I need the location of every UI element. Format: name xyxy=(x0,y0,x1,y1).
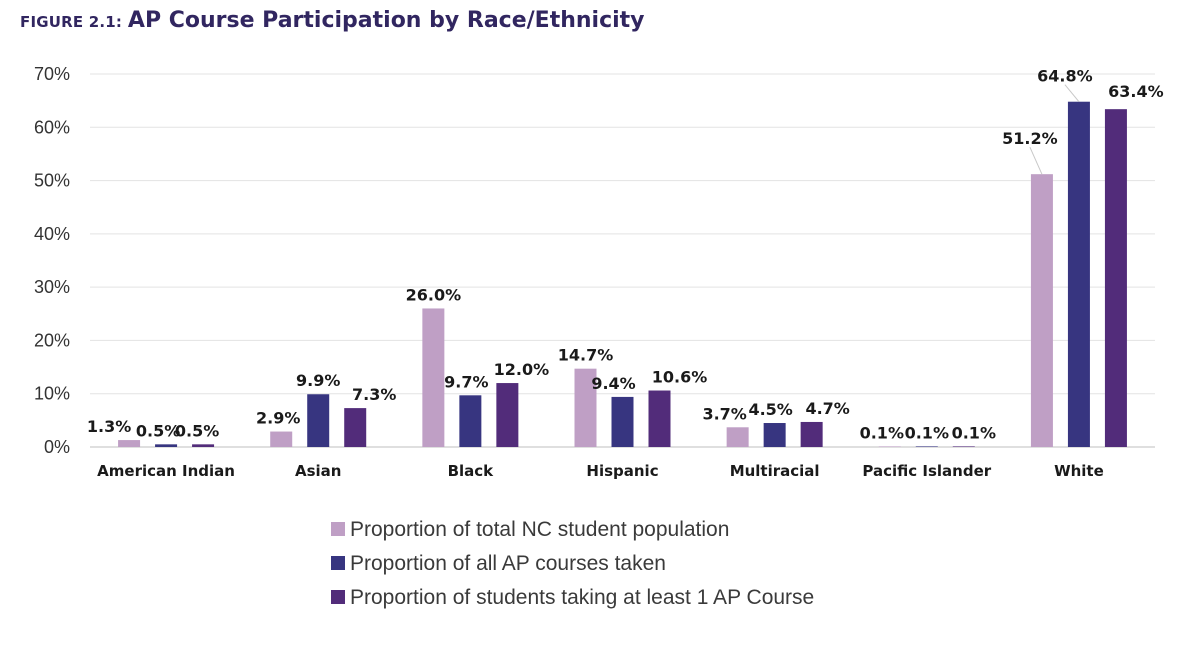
bar xyxy=(496,383,519,447)
label-leader-line xyxy=(1029,146,1043,175)
data-label: 0.1% xyxy=(905,423,949,442)
bar xyxy=(915,446,938,447)
bar xyxy=(800,421,823,447)
legend-swatch xyxy=(331,522,345,536)
category-label: Multiracial xyxy=(730,462,820,480)
category-label: American Indian xyxy=(97,462,235,480)
bar xyxy=(726,427,749,447)
y-tick-label: 20% xyxy=(34,330,70,350)
data-label: 4.5% xyxy=(748,400,792,419)
chart-title-text: AP Course Participation by Race/Ethnicit… xyxy=(127,8,645,33)
bar xyxy=(1104,109,1127,447)
legend-entry: Proportion of all AP courses taken xyxy=(350,552,666,575)
bar xyxy=(344,408,367,447)
data-labels: 1.3% 0.5%0.5% 2.9% 9.9% 7.3% 26.0% 9.7% 12.0% 14… xyxy=(87,67,1164,443)
bar xyxy=(952,446,975,447)
category-label: Hispanic xyxy=(586,462,658,480)
data-label: 14.7% xyxy=(558,346,614,365)
data-label: 7.3% xyxy=(352,385,396,404)
category-label: Asian xyxy=(295,462,341,480)
y-tick-label: 60% xyxy=(34,117,70,137)
bar xyxy=(118,440,141,447)
bars xyxy=(118,101,1127,448)
data-label: 0.1% xyxy=(860,423,904,442)
bar xyxy=(878,446,901,447)
y-tick-label: 40% xyxy=(34,224,70,244)
data-label: 64.8% xyxy=(1037,67,1093,86)
bar xyxy=(270,431,293,447)
y-tick-label: 70% xyxy=(34,64,70,84)
bar xyxy=(422,308,445,447)
bar xyxy=(155,444,178,447)
bar xyxy=(574,368,597,447)
data-label: 63.4% xyxy=(1108,82,1164,101)
data-label: 0.5% xyxy=(136,421,180,440)
legend-swatch xyxy=(331,556,345,570)
data-label: 0.1% xyxy=(952,423,996,442)
bar xyxy=(307,394,330,447)
data-label: 10.6% xyxy=(652,368,708,387)
bar xyxy=(459,395,482,447)
data-label: 9.7% xyxy=(444,372,488,391)
data-label: 1.3% xyxy=(87,417,131,436)
label-leader-line xyxy=(1064,84,1080,103)
y-tick-label: 50% xyxy=(34,171,70,191)
bar xyxy=(1067,101,1090,448)
category-label: Black xyxy=(448,462,495,480)
y-tick-label: 10% xyxy=(34,384,70,404)
y-tick-label: 30% xyxy=(34,277,70,297)
bar xyxy=(648,390,671,447)
category-label: White xyxy=(1054,462,1104,480)
data-label: 51.2% xyxy=(1002,129,1058,148)
data-label: 26.0% xyxy=(406,285,462,304)
bar xyxy=(192,444,215,447)
data-label: 9.9% xyxy=(296,371,340,390)
bar xyxy=(763,423,786,447)
legend-entry: Proportion of total NC student populatio… xyxy=(350,518,729,541)
data-label: 0.5% xyxy=(175,421,219,440)
chart-title: FIGURE 2.1: AP Course Participation by Ra… xyxy=(20,8,645,33)
data-label: 9.4% xyxy=(591,374,635,393)
data-label: 4.7% xyxy=(805,399,849,418)
category-label: Pacific Islander xyxy=(862,462,991,480)
figure-label: FIGURE 2.1 xyxy=(20,13,116,31)
bar xyxy=(1030,174,1053,448)
y-axis-tick-labels: 0% 10% 20% 30% 40% 50% 60% 70% xyxy=(34,64,70,457)
bar xyxy=(611,396,634,447)
x-axis-category-labels: American Indian Asian Black Hispanic Multira… xyxy=(97,462,1104,480)
figure-separator: : xyxy=(115,13,122,31)
legend-swatch xyxy=(331,590,345,604)
data-label: 3.7% xyxy=(702,404,746,423)
y-tick-label: 0% xyxy=(44,437,70,457)
legend-entry: Proportion of students taking at least 1… xyxy=(350,586,814,609)
data-label: 12.0% xyxy=(494,360,550,379)
data-label: 2.9% xyxy=(256,409,300,428)
label-leader-lines xyxy=(1029,84,1080,175)
legend: Proportion of total NC student populatio… xyxy=(331,518,814,609)
